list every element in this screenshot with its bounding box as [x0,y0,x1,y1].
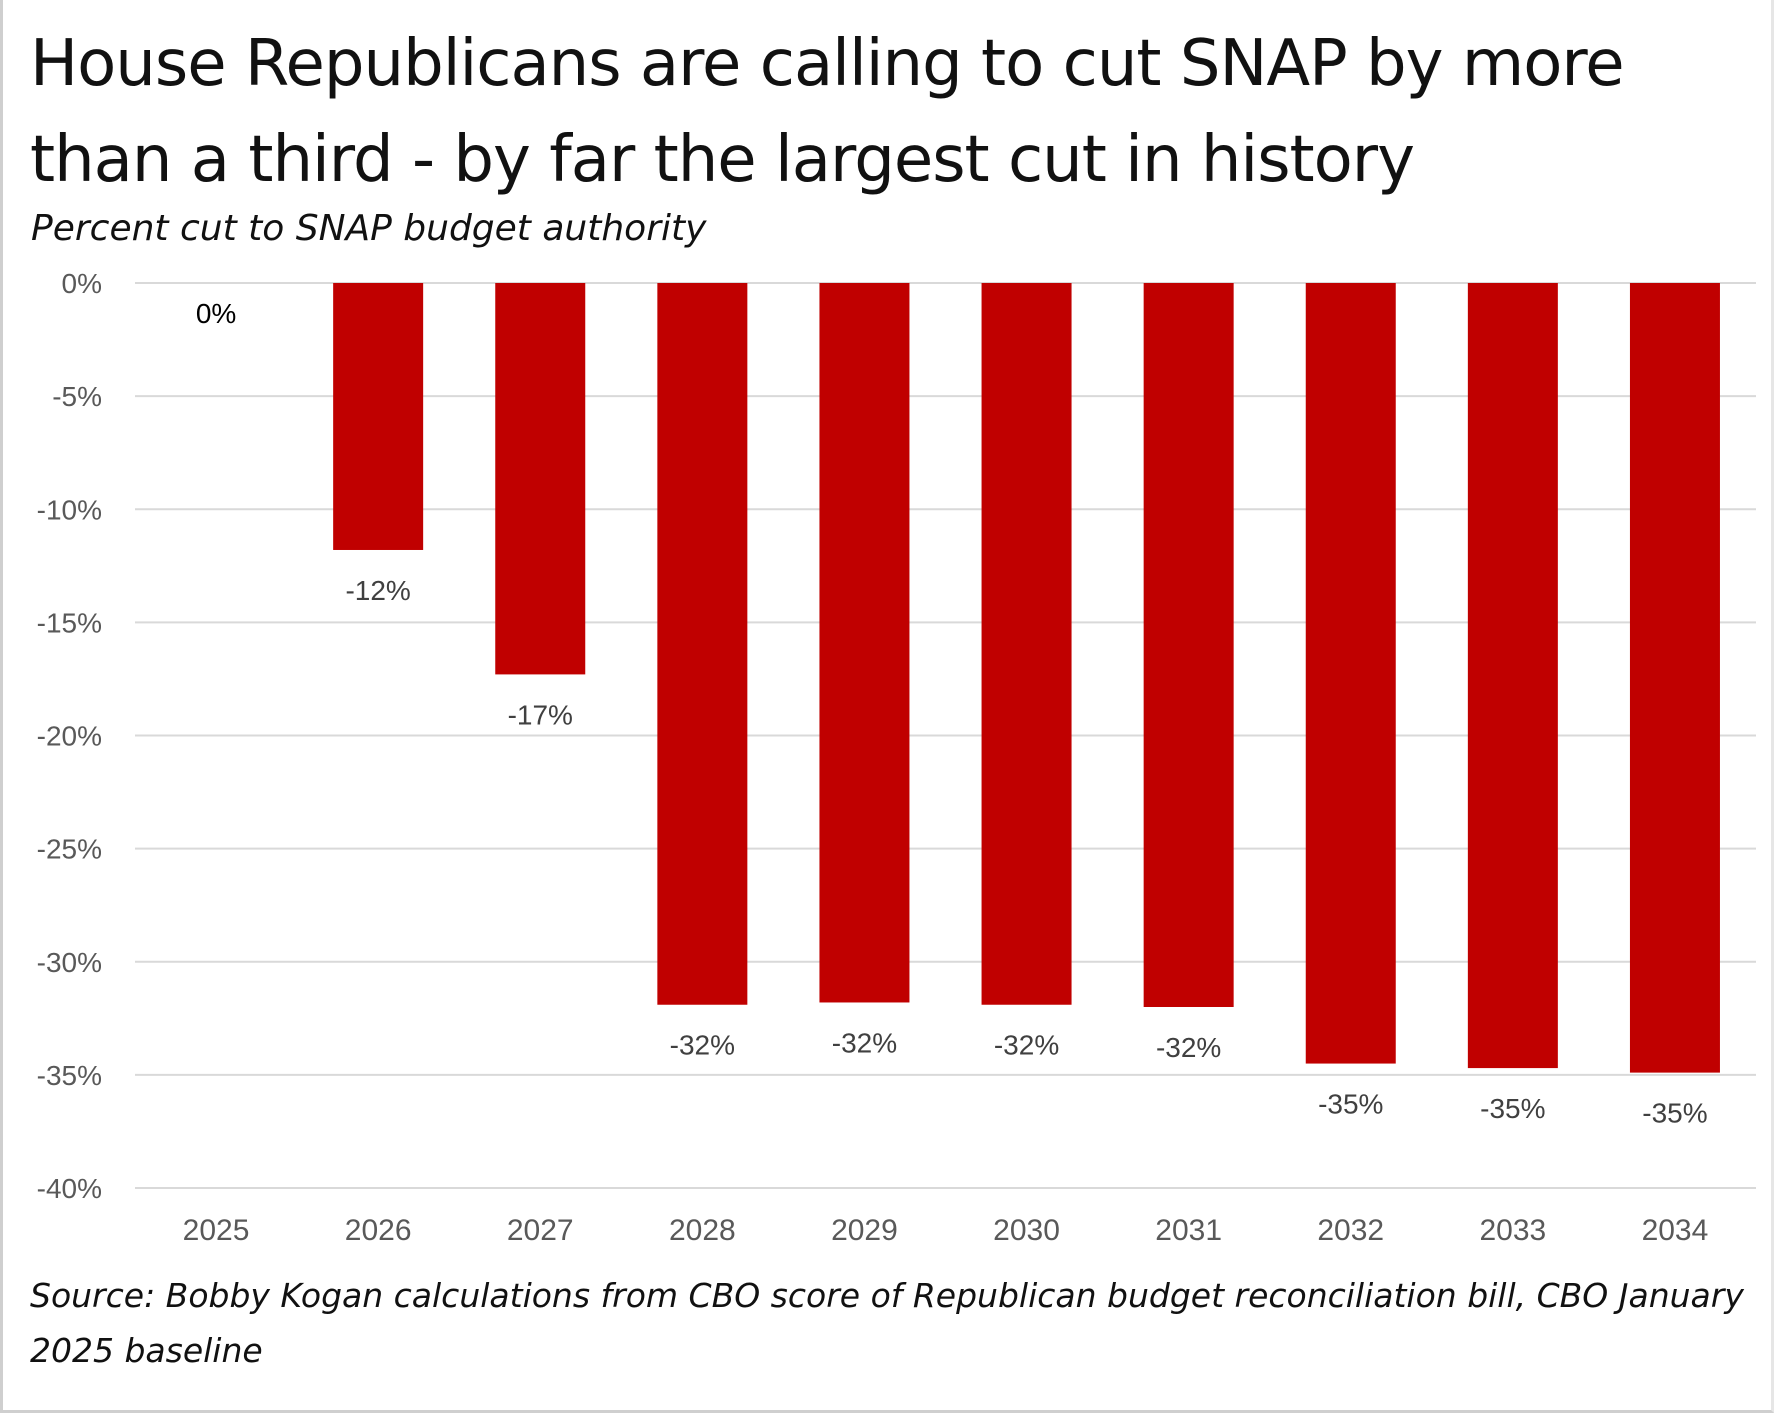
data-label-2026: -12% [345,575,410,606]
data-label-2031: -32% [1156,1032,1221,1063]
y-tick-label: -15% [37,607,102,638]
bar-2032 [1305,283,1396,1064]
y-tick-label: -35% [37,1060,102,1091]
data-label-2034: -35% [1642,1098,1707,1129]
data-label-2028: -32% [670,1030,735,1061]
x-tick-label: 2026 [345,1214,412,1247]
x-tick-label: 2028 [669,1214,736,1247]
data-label-2032: -35% [1318,1089,1383,1120]
x-tick-label: 2027 [507,1214,574,1247]
x-tick-label: 2031 [1155,1214,1222,1247]
x-axis-ticks: 2025 2026 2027 2028 2029 2030 2031 2032 2033 2034 [183,1214,1709,1247]
bar-2033 [1467,283,1558,1069]
data-label-2025: 0% [196,298,236,329]
bars [333,283,1720,1073]
x-tick-label: 2034 [1642,1214,1709,1247]
bar-2031 [1143,283,1234,1007]
data-label-2027: -17% [508,699,573,730]
x-tick-label: 2025 [183,1214,250,1247]
bar-2028 [657,283,748,1005]
data-label-2030: -32% [994,1030,1059,1061]
y-tick-label: -25% [37,834,102,865]
bar-2030 [981,283,1072,1005]
y-axis-ticks: 0% -5% -10% -15% -20% -25% -30% -35% -40% [37,268,102,1204]
data-label-2029: -32% [832,1027,897,1058]
y-tick-label: -30% [37,947,102,978]
x-tick-label: 2033 [1479,1214,1546,1247]
bar-2029 [819,283,910,1003]
data-labels: 0% -12% -17% -32% -32% -32% -32% -35% -35% -35% [196,298,1708,1129]
x-tick-label: 2030 [993,1214,1060,1247]
chart-title: House Republicans are calling to cut SNA… [30,27,1625,197]
data-label-2033: -35% [1480,1093,1545,1124]
bar-2027 [495,283,586,675]
y-tick-label: 0% [62,268,102,299]
bar-2026 [333,283,424,550]
x-tick-label: 2029 [831,1214,898,1247]
y-tick-label: -40% [37,1173,102,1204]
source-note: Source: Bobby Kogan calculations from CB… [30,1276,1744,1370]
y-tick-label: -20% [37,721,102,752]
x-tick-label: 2032 [1317,1214,1384,1247]
bar-2034 [1629,283,1720,1073]
chart-subtitle: Percent cut to SNAP budget authority [31,208,707,249]
y-tick-label: -5% [52,381,102,412]
y-tick-label: -10% [37,494,102,525]
